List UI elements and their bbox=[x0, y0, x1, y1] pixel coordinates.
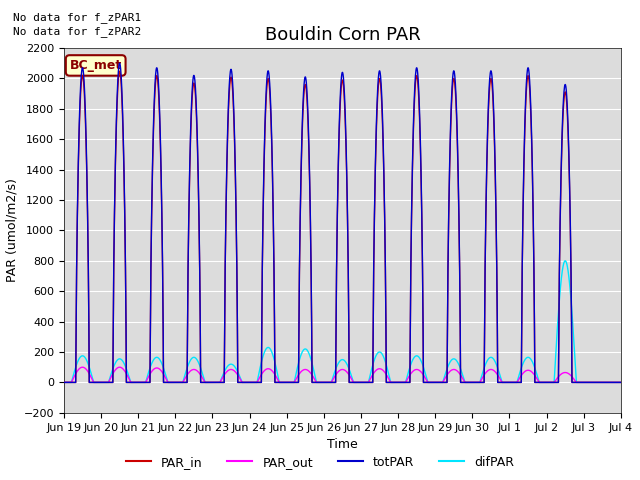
Text: No data for f_zPAR2: No data for f_zPAR2 bbox=[13, 26, 141, 37]
Y-axis label: PAR (umol/m2/s): PAR (umol/m2/s) bbox=[5, 179, 18, 282]
Text: BC_met: BC_met bbox=[70, 59, 122, 72]
Text: No data for f_zPAR1: No data for f_zPAR1 bbox=[13, 12, 141, 23]
Legend: PAR_in, PAR_out, totPAR, difPAR: PAR_in, PAR_out, totPAR, difPAR bbox=[121, 451, 519, 474]
X-axis label: Time: Time bbox=[327, 438, 358, 451]
Title: Bouldin Corn PAR: Bouldin Corn PAR bbox=[264, 25, 420, 44]
